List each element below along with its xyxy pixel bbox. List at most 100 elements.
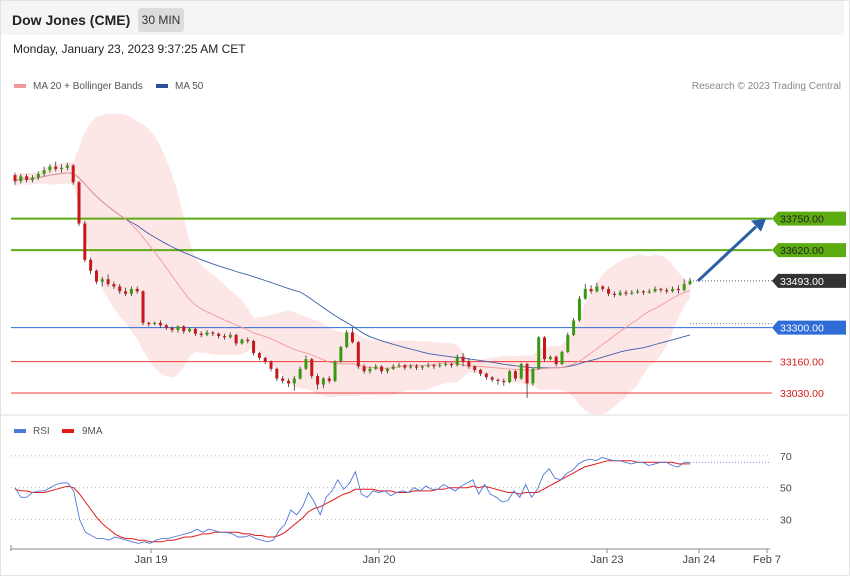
candle-body (164, 325, 168, 328)
candle-body (158, 322, 162, 326)
candle-body (572, 320, 576, 335)
candle-body (356, 342, 360, 367)
candle-body (176, 326, 180, 331)
candle-body (89, 259, 93, 271)
rsi-legend-label: RSI (33, 426, 50, 437)
candle-body (199, 333, 203, 335)
candle-body (48, 166, 52, 171)
candle-body (426, 365, 430, 367)
candle-body (420, 366, 424, 368)
candle-body (490, 377, 494, 380)
candle-body (374, 366, 378, 369)
candle-body (71, 165, 75, 183)
rsi-tick-label: 30 (780, 515, 792, 527)
candle-body (647, 291, 651, 293)
ma20-legend-label: MA 20 + Bollinger Bands (33, 81, 143, 92)
chart-title: Dow Jones (CME) (12, 12, 131, 28)
candle-body (641, 291, 645, 293)
candle-body (595, 286, 599, 292)
candle-body (193, 328, 197, 334)
candle-body (54, 166, 58, 170)
candle-body (676, 288, 680, 291)
candle-body (449, 363, 453, 366)
ma9-legend-label: 9MA (82, 426, 103, 437)
chart-credit: Research © 2023 Trading Central (691, 81, 841, 92)
candle-body (60, 167, 64, 170)
candle-body (560, 351, 564, 364)
candle-body (612, 293, 616, 295)
candle-body (25, 176, 29, 180)
candle-body (83, 223, 87, 260)
candle-body (554, 356, 558, 364)
candle-body (548, 356, 552, 360)
candle-body (316, 376, 320, 385)
projection-arrow-line (696, 225, 758, 283)
candle-body (257, 353, 261, 358)
candle-body (688, 280, 692, 285)
candle-body (182, 326, 186, 332)
candle-body (310, 359, 314, 377)
support-label: 33160.00 (780, 357, 824, 369)
x-tick-label: Jan 20 (362, 554, 395, 566)
candle-body (13, 175, 17, 182)
candle-body (281, 378, 285, 381)
candle-body (671, 288, 675, 292)
candle-body (118, 286, 122, 292)
candle-body (129, 288, 133, 294)
candle-body (531, 368, 535, 384)
chart-datetime: Monday, January 23, 2023 9:37:25 AM CET (13, 42, 246, 56)
candle-body (292, 378, 296, 384)
candle-body (432, 365, 436, 367)
rsi-line (14, 457, 690, 544)
candle-body (519, 363, 523, 379)
candle-body (269, 361, 273, 369)
candle-body (665, 290, 669, 292)
ma50-legend-label: MA 50 (175, 81, 204, 92)
bollinger-band-area (15, 113, 690, 416)
candle-body (333, 361, 337, 381)
candle-body (385, 368, 389, 372)
candle-body (589, 288, 593, 292)
candle-body (473, 366, 477, 371)
candle-body (112, 284, 116, 287)
candle-body (479, 370, 483, 374)
candle-body (327, 378, 331, 381)
current-price-tag-label: 33493.00 (780, 276, 824, 288)
candle-body (240, 339, 244, 344)
candle-body (188, 328, 192, 332)
pivot-tag-label: 33300.00 (780, 323, 824, 335)
candle-body (403, 365, 407, 368)
support-label: 33030.00 (780, 388, 824, 400)
candle-body (286, 380, 290, 384)
candle-body (217, 333, 221, 337)
candle-body (583, 288, 587, 299)
candle-body (222, 336, 226, 338)
candle-body (636, 291, 640, 293)
candle-body (42, 170, 46, 174)
candle-body (362, 366, 366, 372)
candle-body (211, 332, 215, 334)
candle-body (30, 177, 34, 180)
candle-body (275, 368, 279, 379)
ma20-legend-swatch (14, 84, 26, 88)
candle-body (455, 356, 459, 366)
candle-body (484, 373, 488, 378)
timeframe-button[interactable]: 30 MIN (138, 8, 184, 32)
candle-body (601, 286, 605, 289)
candle-body (304, 359, 308, 369)
candle-body (607, 288, 611, 294)
candle-body (77, 182, 81, 224)
candle-body (682, 284, 686, 291)
projection-arrow-head (751, 218, 766, 232)
candle-body (461, 356, 465, 362)
resistance-tag-box (772, 211, 846, 226)
candle-body (525, 363, 529, 384)
resistance-tag-box (772, 243, 846, 258)
candle-body (508, 371, 512, 383)
candle-body (543, 337, 547, 360)
candle-body (513, 371, 517, 379)
candle-body (19, 176, 23, 182)
rsi-tick-label: 50 (780, 483, 792, 495)
ma50-line (14, 172, 691, 369)
candle-body (141, 291, 145, 323)
